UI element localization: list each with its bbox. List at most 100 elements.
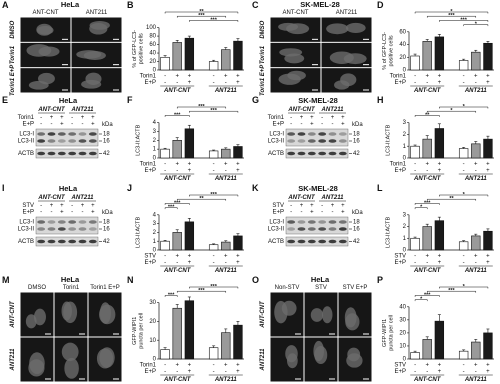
significance-bracket bbox=[426, 198, 477, 201]
band-label: LC3-I bbox=[19, 132, 34, 138]
significance-bracket bbox=[439, 286, 489, 289]
condition-sign: - bbox=[414, 168, 416, 174]
condition-sign: - bbox=[213, 254, 215, 260]
y-tick-label: 3 bbox=[403, 120, 407, 126]
group-label: ANT211 bbox=[214, 88, 238, 94]
significance-label: *** bbox=[448, 13, 455, 19]
condition-sign: + bbox=[236, 74, 240, 80]
significance-label: * bbox=[420, 205, 423, 211]
condition-sign: + bbox=[438, 80, 442, 86]
condition-sign: + bbox=[310, 115, 314, 121]
condition-sign: - bbox=[414, 254, 416, 260]
row-label: ANT211 bbox=[10, 348, 16, 372]
condition-label: E+P bbox=[144, 80, 156, 86]
bar bbox=[208, 61, 219, 71]
y-tick-label: 80 bbox=[149, 34, 156, 40]
condition-sign: + bbox=[188, 363, 192, 369]
band bbox=[297, 220, 306, 224]
group-label: ANT211 bbox=[321, 195, 345, 201]
bar bbox=[184, 37, 195, 71]
panel-title: SK-MEL-28 bbox=[300, 0, 340, 9]
bar bbox=[471, 341, 481, 360]
cell bbox=[340, 73, 357, 87]
band bbox=[37, 132, 46, 136]
y-axis-label: puncta per cell bbox=[139, 313, 145, 349]
condition-sign: - bbox=[426, 260, 428, 266]
condition-sign: + bbox=[300, 203, 304, 209]
group-label: ANT-CNT bbox=[413, 176, 442, 182]
condition-sign: - bbox=[40, 203, 42, 209]
condition-label: E+P bbox=[22, 122, 34, 128]
band bbox=[338, 139, 347, 143]
condition-sign: - bbox=[164, 162, 166, 168]
significance-label: *** bbox=[210, 108, 217, 114]
band bbox=[37, 227, 46, 231]
condition-sign: + bbox=[438, 369, 442, 375]
bar bbox=[483, 42, 493, 71]
condition-label: E+P bbox=[144, 260, 156, 266]
condition-sign: - bbox=[164, 168, 166, 174]
condition-sign: - bbox=[426, 369, 428, 375]
band bbox=[307, 227, 316, 231]
bar bbox=[422, 41, 432, 71]
condition-label: E+P bbox=[144, 369, 156, 375]
bar bbox=[221, 332, 231, 360]
panel-letter: O bbox=[252, 275, 259, 285]
row-label: ANT-CNT bbox=[260, 300, 266, 329]
row-label: DMSO bbox=[10, 20, 16, 38]
condition-sign: + bbox=[236, 80, 240, 86]
condition-sign: - bbox=[414, 369, 416, 375]
kda-value: 18 bbox=[353, 132, 360, 138]
y-tick-label: 10 bbox=[399, 344, 406, 350]
panel-letter: D bbox=[377, 0, 384, 10]
band bbox=[297, 132, 306, 136]
significance-label: * bbox=[463, 104, 466, 110]
band bbox=[47, 139, 56, 143]
band bbox=[328, 227, 337, 231]
cell bbox=[313, 340, 325, 362]
cell bbox=[83, 50, 106, 61]
band bbox=[328, 151, 337, 156]
band-label: ACTB bbox=[18, 239, 34, 245]
condition-label: E+P bbox=[22, 210, 34, 216]
significance-label: ** bbox=[449, 196, 454, 202]
condition-sign: + bbox=[236, 254, 240, 260]
kda-value: 18 bbox=[103, 220, 110, 226]
y-tick-label: 20 bbox=[399, 330, 406, 336]
y-axis-label: % of GFP-LC3- bbox=[382, 32, 388, 70]
condition-sign: - bbox=[71, 203, 73, 209]
band bbox=[318, 132, 327, 136]
band bbox=[328, 139, 337, 143]
bar bbox=[458, 60, 469, 71]
condition-sign: + bbox=[425, 363, 429, 369]
condition-label: STV bbox=[272, 203, 284, 209]
blot-strip bbox=[35, 236, 99, 247]
condition-sign: - bbox=[164, 74, 166, 80]
y-axis-label: LC3-II:ACTB bbox=[385, 216, 391, 248]
condition-sign: + bbox=[300, 115, 304, 121]
kda-value: 42 bbox=[103, 239, 110, 245]
band bbox=[88, 139, 97, 143]
column-label: DMSO bbox=[28, 285, 46, 291]
y-tick-label: 0 bbox=[403, 156, 407, 162]
condition-sign: - bbox=[475, 369, 477, 375]
column-label: ANT211 bbox=[86, 10, 108, 16]
condition-sign: + bbox=[188, 74, 192, 80]
kda-label: kDa bbox=[352, 210, 363, 216]
bar bbox=[471, 235, 481, 251]
y-tick-label: 3 bbox=[153, 221, 157, 227]
cell bbox=[278, 22, 299, 31]
condition-sign: - bbox=[463, 74, 465, 80]
band bbox=[78, 139, 87, 143]
bar bbox=[422, 226, 432, 251]
band bbox=[37, 239, 46, 244]
condition-sign: - bbox=[213, 369, 215, 375]
bar bbox=[434, 36, 445, 71]
group-label: ANT-CNT bbox=[37, 107, 66, 113]
band bbox=[287, 151, 296, 156]
condition-sign: + bbox=[81, 203, 85, 209]
condition-sign: - bbox=[176, 168, 178, 174]
condition-label: Torin1 bbox=[390, 74, 407, 80]
significance-label: *** bbox=[210, 17, 217, 23]
significance-bracket bbox=[189, 194, 239, 197]
